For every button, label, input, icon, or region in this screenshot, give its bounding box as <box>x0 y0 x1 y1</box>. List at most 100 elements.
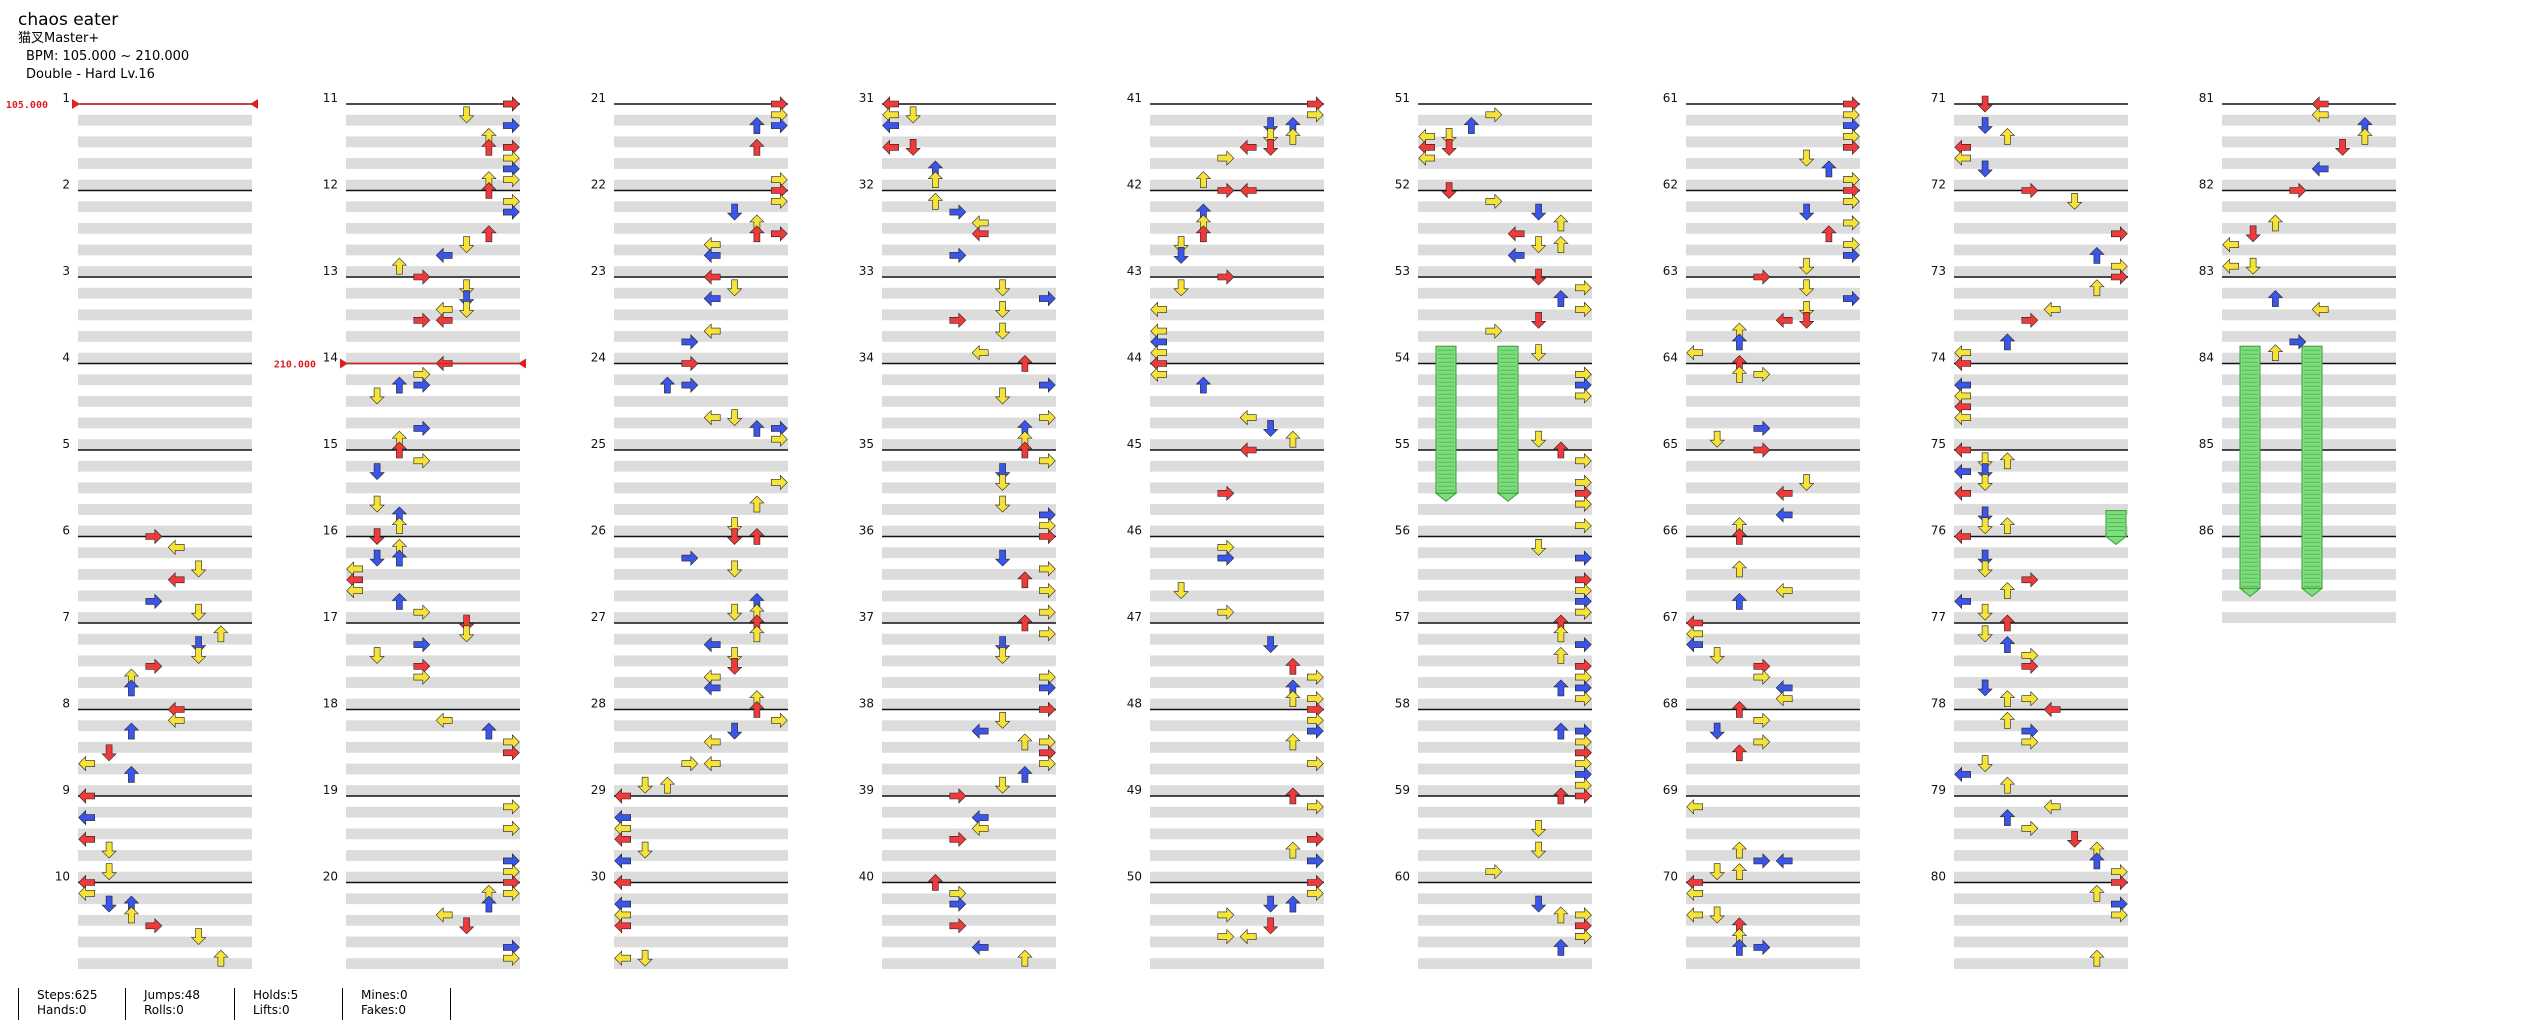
step-arrow-shape <box>458 236 475 254</box>
step-arrow <box>1285 690 1301 708</box>
step-arrow <box>1262 636 1279 654</box>
step-arrow <box>703 636 721 653</box>
measure-number: 26 <box>591 524 606 538</box>
step-arrow <box>949 312 967 329</box>
beat-shade <box>1686 677 1860 688</box>
step-arrow <box>190 636 207 654</box>
beat-shade <box>1954 763 2128 775</box>
beat-shade <box>1150 179 1324 191</box>
step-arrow-shape <box>1485 863 1503 880</box>
beat-shade <box>614 266 788 277</box>
beat-shade <box>2222 179 2396 191</box>
step-arrow-shape <box>1039 582 1056 599</box>
step-arrow <box>167 572 185 588</box>
beat-shade <box>1686 114 1860 126</box>
step-arrow <box>726 722 743 740</box>
jump-arrow <box>1575 604 1592 620</box>
step-arrow-shape <box>1441 182 1457 199</box>
step-arrow <box>1039 561 1056 577</box>
beat-shade <box>1418 612 1592 623</box>
step-arrow-shape <box>1553 214 1569 232</box>
step-arrow <box>2111 269 2128 285</box>
measure-number: 43 <box>1127 264 1142 278</box>
step-arrow <box>1039 528 1056 545</box>
step-arrow <box>1217 182 1235 199</box>
beat-shade <box>346 785 520 796</box>
step-arrow <box>1463 117 1480 134</box>
step-arrow-shape <box>726 203 743 221</box>
beat-shade <box>614 309 788 321</box>
step-arrow-shape <box>2089 949 2105 967</box>
step-arrow <box>1977 117 1993 135</box>
step-arrow <box>78 885 95 902</box>
step-arrow-shape <box>2021 820 2039 837</box>
step-arrow <box>2066 193 2083 210</box>
step-arrow <box>2245 225 2261 243</box>
beat-shade <box>2222 590 2396 602</box>
step-arrow <box>1954 766 1971 783</box>
beat-shade <box>1418 785 1592 796</box>
step-arrow <box>1999 711 2016 729</box>
step-arrow-shape <box>1977 549 1993 567</box>
step-arrow-shape <box>502 820 520 837</box>
step-arrow <box>1999 582 2016 599</box>
step-arrow-shape <box>1530 203 1547 221</box>
jump-arrow <box>413 377 431 393</box>
step-arrow-shape <box>145 593 163 610</box>
beat-shade <box>1150 482 1324 494</box>
step-arrow <box>2357 127 2373 145</box>
beat-shade <box>1954 547 2128 559</box>
step-arrow <box>1307 885 1324 902</box>
beat-shade <box>1954 482 2128 494</box>
step-arrow <box>2089 279 2105 297</box>
step-arrow-shape <box>994 322 1011 340</box>
step-arrow <box>614 831 632 848</box>
stats-end-divider <box>450 988 451 1020</box>
step-arrow-shape <box>703 269 721 285</box>
step-arrow-shape <box>770 96 788 112</box>
beat-shade <box>1150 222 1324 234</box>
beat-shade <box>1150 741 1324 753</box>
step-arrow <box>1999 636 2016 653</box>
step-arrow-shape <box>1798 474 1815 491</box>
beat-shade <box>1150 612 1324 623</box>
step-arrow-shape <box>413 269 431 285</box>
step-arrow <box>681 550 699 566</box>
step-arrow-shape <box>949 896 967 912</box>
jump-arrow <box>1239 928 1257 945</box>
step-arrow <box>681 755 699 772</box>
jump-arrow <box>502 171 520 188</box>
step-arrow-shape <box>1173 247 1189 264</box>
step-arrow <box>1977 517 1993 535</box>
measure-number: 69 <box>1663 783 1678 797</box>
beat-shade <box>78 309 252 321</box>
step-arrow <box>145 528 163 545</box>
step-arrow <box>502 820 520 837</box>
step-arrow-shape <box>1217 269 1235 285</box>
measure-number: 71 <box>1931 91 1946 105</box>
step-arrow-shape <box>1977 755 1993 773</box>
beat-shade <box>614 871 788 883</box>
step-arrow-shape <box>1017 614 1033 632</box>
beat-shade <box>1954 114 2128 126</box>
beat-shade <box>1150 655 1324 667</box>
beat-shade <box>1686 720 1860 732</box>
measure-number: 35 <box>859 437 874 451</box>
measure-number: 51 <box>1395 91 1410 105</box>
beat-shade <box>346 958 520 969</box>
step-arrow <box>1798 301 1815 318</box>
step-arrow <box>123 722 140 740</box>
step-arrow <box>1977 560 1993 578</box>
step-arrow-shape <box>1553 441 1569 459</box>
step-arrow-shape <box>2021 572 2039 588</box>
step-arrow-shape <box>1530 538 1547 556</box>
step-arrow-shape <box>391 441 408 459</box>
step-arrow-shape <box>123 765 140 783</box>
step-arrow-shape <box>994 495 1011 513</box>
step-arrow <box>1307 723 1324 739</box>
step-arrow <box>1285 430 1301 448</box>
beat-shade <box>882 179 1056 191</box>
beat-shade <box>1150 395 1324 407</box>
step-arrow <box>1530 268 1547 286</box>
beat-shade <box>882 633 1056 645</box>
